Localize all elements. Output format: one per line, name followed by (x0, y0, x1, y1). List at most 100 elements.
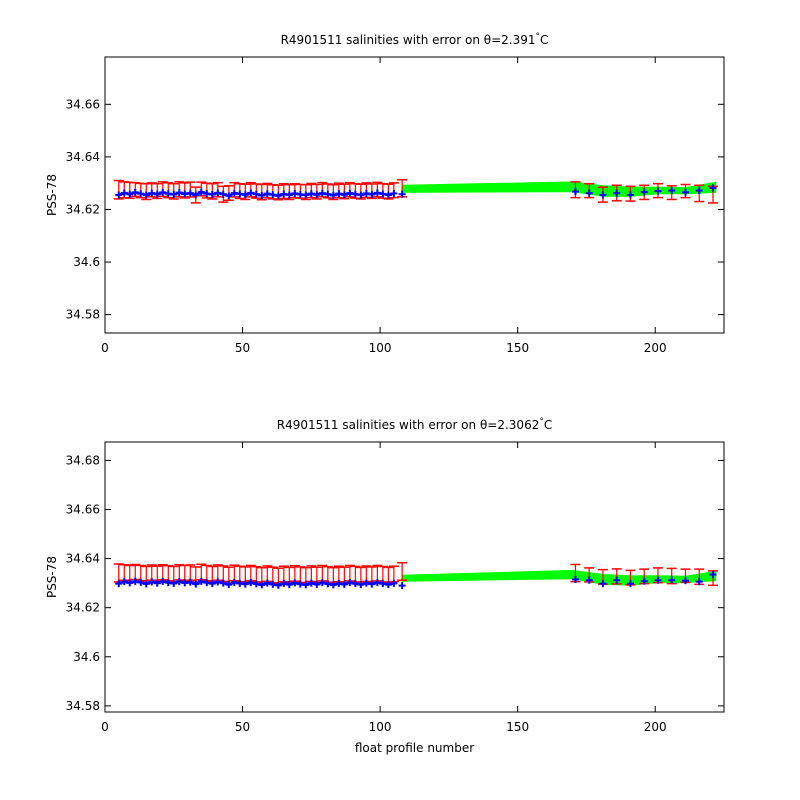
y-tick-label: 34.64 (66, 150, 100, 164)
data-point (695, 578, 703, 586)
data-point (302, 581, 310, 589)
y-tick-label: 34.6 (73, 255, 100, 269)
y-axis-label: PSS-78 (45, 174, 59, 216)
chart-title-degree: ° (536, 32, 541, 42)
x-tick-label: 0 (101, 341, 109, 355)
data-point (373, 189, 381, 197)
chart-title-main: R4901511 salinities with error on θ=2.39… (281, 33, 536, 47)
data-point (571, 188, 579, 196)
data-point (654, 576, 662, 584)
data-point (142, 191, 150, 199)
data-point (252, 190, 260, 198)
data-point (208, 580, 216, 588)
data-point (197, 577, 205, 585)
y-tick-label: 34.64 (66, 552, 100, 566)
data-point (258, 581, 266, 589)
calibrated-band (401, 181, 717, 197)
data-point (148, 578, 156, 586)
data-point (695, 187, 703, 195)
data-point (585, 576, 593, 584)
data-point (148, 189, 156, 197)
data-point (159, 577, 167, 585)
data-point (585, 189, 593, 197)
data-point (329, 191, 337, 199)
x-tick-label: 50 (235, 341, 250, 355)
y-tick-label: 34.62 (66, 601, 100, 615)
data-point (291, 579, 299, 587)
data-point (668, 187, 676, 195)
data-point (398, 190, 406, 198)
data-point (329, 581, 337, 589)
data-point (269, 191, 277, 199)
data-point (368, 190, 376, 198)
data-point (214, 189, 222, 197)
axes-frame (104, 56, 725, 334)
data-point (324, 190, 332, 198)
y-tick-label: 34.68 (66, 453, 100, 467)
data-point (274, 192, 282, 200)
data-point (186, 578, 194, 586)
data-point (335, 190, 343, 198)
data-point (398, 582, 406, 590)
data-point (263, 579, 271, 587)
data-point (263, 190, 271, 198)
data-point (137, 190, 145, 198)
y-tick-label: 34.58 (66, 308, 100, 322)
data-point (613, 189, 621, 197)
data-point (170, 579, 178, 587)
data-point (225, 192, 233, 200)
data-point (362, 189, 370, 197)
data-point (318, 579, 326, 587)
data-point (357, 581, 365, 589)
data-point (681, 188, 689, 196)
data-point (302, 191, 310, 199)
y-tick-label: 34.66 (66, 97, 100, 111)
data-point (214, 578, 222, 586)
data-point (313, 191, 321, 199)
y-tick-label: 34.6 (73, 650, 100, 664)
data-point (186, 189, 194, 197)
chart-title: R4901511 salinities with error on θ=2.30… (277, 417, 552, 432)
data-point (626, 191, 634, 199)
x-tick-label: 100 (369, 341, 392, 355)
data-point (137, 578, 145, 586)
data-point (120, 189, 128, 197)
data-point (175, 578, 183, 586)
data-point (247, 189, 255, 197)
data-point (384, 581, 392, 589)
x-axis-label: float profile number (355, 741, 474, 755)
data-point (131, 188, 139, 196)
data-point (115, 580, 123, 588)
x-tick-label: 200 (644, 341, 667, 355)
data-point (219, 579, 227, 587)
data-point (390, 579, 398, 587)
data-point (626, 580, 634, 588)
x-tick-label: 150 (506, 341, 529, 355)
x-tick-label: 0 (101, 720, 109, 734)
data-point (681, 577, 689, 585)
data-point (654, 187, 662, 195)
data-point (197, 188, 205, 196)
y-axis-label: PSS-78 (45, 556, 59, 598)
y-tick-label: 34.62 (66, 202, 100, 216)
data-point (709, 571, 717, 579)
data-point (291, 189, 299, 197)
data-point (340, 191, 348, 199)
chart-title-unit: C (544, 418, 552, 432)
data-point (285, 191, 293, 199)
error-bar (397, 562, 408, 581)
data-point (390, 189, 398, 197)
data-point (379, 190, 387, 198)
data-point (219, 190, 227, 198)
chart-title: R4901511 salinities with error on θ=2.39… (281, 32, 549, 47)
y-tick-label: 34.66 (66, 503, 100, 517)
data-point (357, 191, 365, 199)
data-point (368, 580, 376, 588)
calibrated-band (401, 569, 717, 586)
data-point (307, 190, 315, 198)
data-point (280, 579, 288, 587)
data-point (313, 580, 321, 588)
data-point (192, 191, 200, 199)
chart-panel-bottom: 0 50 100 150 200 34.58 34.6 34.62 34.64 34.66 34.6… (45, 417, 725, 755)
